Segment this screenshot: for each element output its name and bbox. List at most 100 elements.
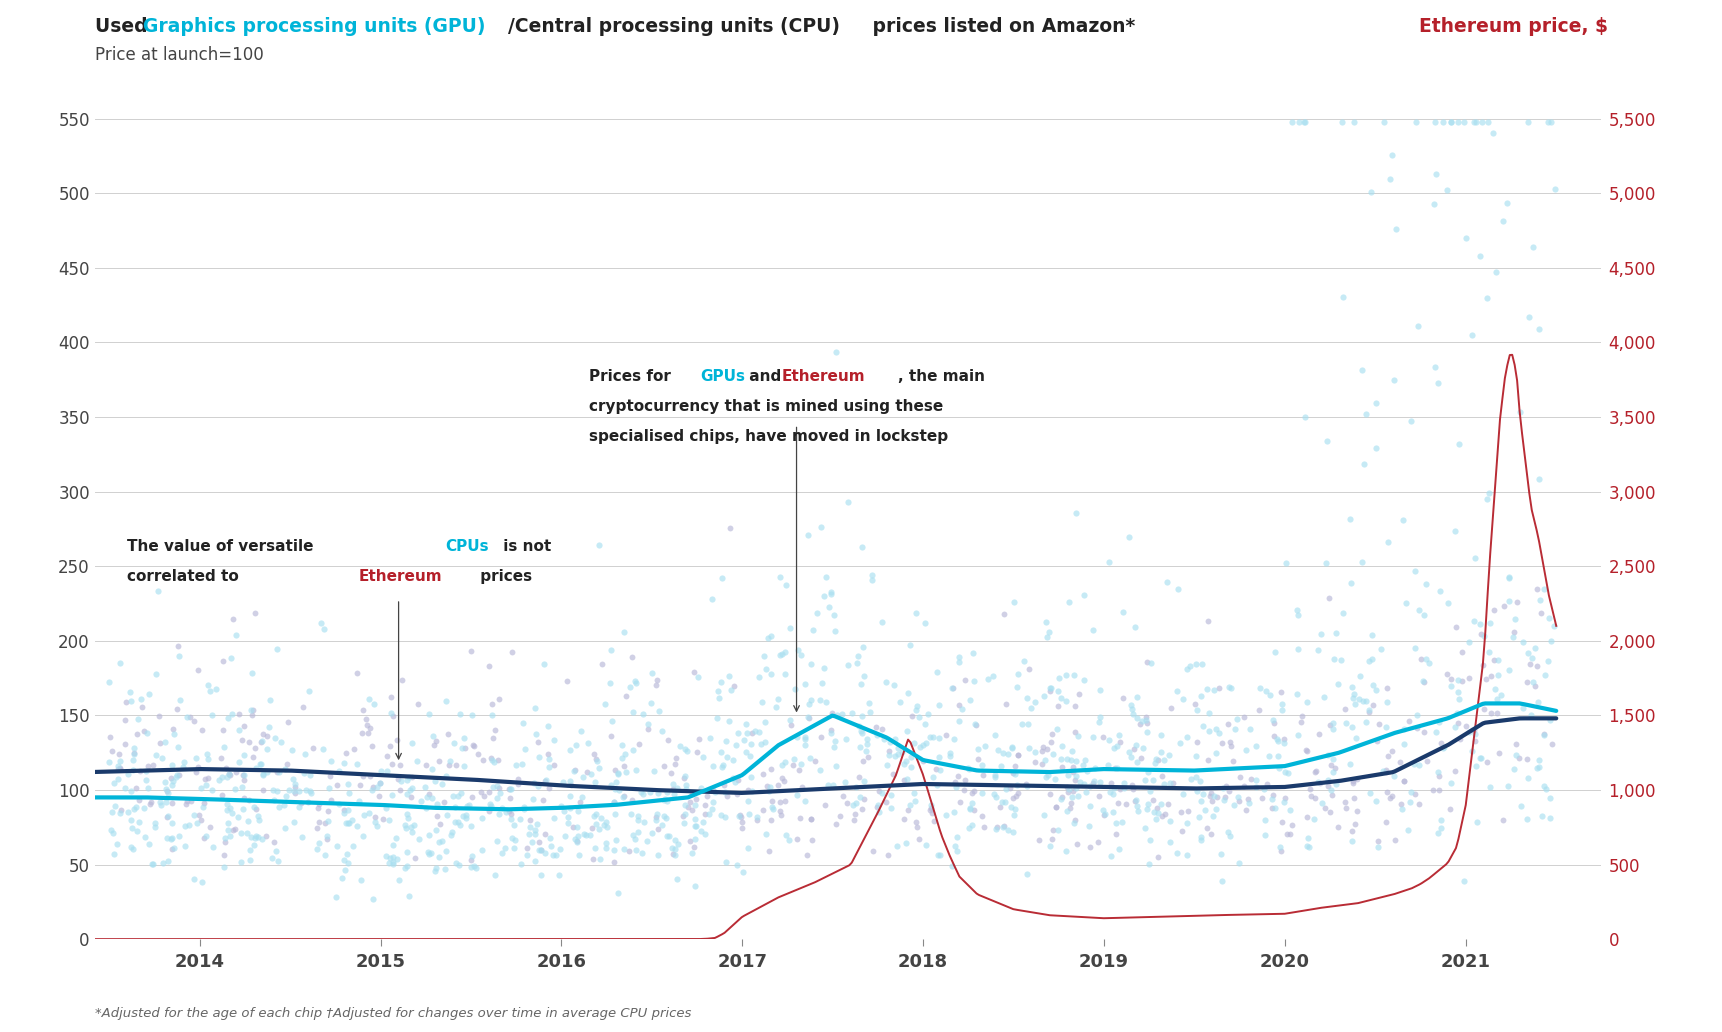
Point <box>534 717 561 734</box>
Point <box>1014 660 1042 677</box>
Point <box>484 791 511 807</box>
Point <box>1154 574 1181 590</box>
Point <box>448 785 475 802</box>
Point <box>248 831 276 847</box>
Point <box>379 848 406 865</box>
Point <box>1004 666 1031 682</box>
Point <box>876 734 904 750</box>
Point <box>100 825 127 841</box>
Point <box>649 816 677 833</box>
Point <box>215 766 243 782</box>
Point <box>165 638 193 654</box>
Point <box>119 752 146 769</box>
Point <box>623 762 651 778</box>
Point <box>1441 719 1469 736</box>
Point <box>253 764 281 780</box>
Point <box>212 830 239 846</box>
Point <box>418 789 446 806</box>
Point <box>1364 839 1391 856</box>
Point <box>214 814 241 831</box>
Point <box>387 773 415 789</box>
Point <box>1112 796 1140 812</box>
Point <box>486 690 513 707</box>
Point <box>377 849 405 866</box>
Point <box>1381 372 1409 388</box>
Point <box>201 680 229 697</box>
Point <box>1407 650 1434 667</box>
Text: *Adjusted for the age of each chip †Adjusted for changes over time in average CP: *Adjusted for the age of each chip †Adju… <box>95 1006 691 1020</box>
Point <box>451 810 479 827</box>
Point <box>1534 653 1562 670</box>
Point <box>363 779 391 796</box>
Point <box>143 746 170 763</box>
Point <box>105 746 133 763</box>
Point <box>832 774 859 791</box>
Point <box>153 783 181 800</box>
Point <box>527 842 554 859</box>
Point <box>1261 643 1288 659</box>
Point <box>1438 775 1465 792</box>
Point <box>1531 667 1558 683</box>
Point <box>1193 751 1221 768</box>
Point <box>1438 671 1465 687</box>
Point <box>870 731 897 747</box>
Point <box>1410 723 1438 740</box>
Point <box>1374 748 1402 765</box>
Point <box>1133 709 1161 725</box>
Point <box>610 624 637 641</box>
Point <box>1092 806 1119 823</box>
Point <box>141 814 169 831</box>
Point <box>697 801 725 817</box>
Point <box>1069 776 1097 793</box>
Point <box>995 780 1023 797</box>
Point <box>651 757 678 774</box>
Point <box>1013 776 1040 793</box>
Point <box>1369 763 1397 779</box>
Point <box>787 810 815 827</box>
Point <box>902 814 930 831</box>
Point <box>1359 650 1386 667</box>
Point <box>210 846 238 863</box>
Point <box>279 742 307 759</box>
Point <box>585 850 613 867</box>
Point <box>916 801 944 817</box>
Point <box>177 793 205 809</box>
Point <box>241 830 269 846</box>
Point <box>1193 819 1221 836</box>
Point <box>701 784 728 801</box>
Point <box>430 794 458 810</box>
Point <box>697 730 725 746</box>
Point <box>768 646 796 663</box>
Point <box>248 734 276 750</box>
Point <box>412 800 439 816</box>
Point <box>1128 750 1155 767</box>
Point <box>820 776 847 793</box>
Point <box>734 724 761 741</box>
Point <box>854 695 882 711</box>
Point <box>219 805 246 821</box>
Point <box>756 779 784 796</box>
Point <box>1168 823 1195 839</box>
Point <box>188 873 215 890</box>
Point <box>193 746 220 763</box>
Point <box>1049 759 1076 775</box>
Point <box>158 720 186 737</box>
Point <box>250 766 277 782</box>
Point <box>661 840 689 857</box>
Point <box>1293 838 1321 854</box>
Point <box>102 798 129 814</box>
Point <box>415 705 443 721</box>
Point <box>510 799 537 815</box>
Point <box>446 705 474 721</box>
Point <box>851 791 878 807</box>
Point <box>949 701 976 717</box>
Point <box>1076 798 1104 814</box>
Point <box>312 846 339 863</box>
Point <box>1073 783 1100 800</box>
Point <box>827 808 854 825</box>
Point <box>808 730 835 746</box>
Point <box>842 805 870 821</box>
Point <box>455 797 482 813</box>
Point <box>718 770 746 786</box>
Point <box>1000 807 1028 824</box>
